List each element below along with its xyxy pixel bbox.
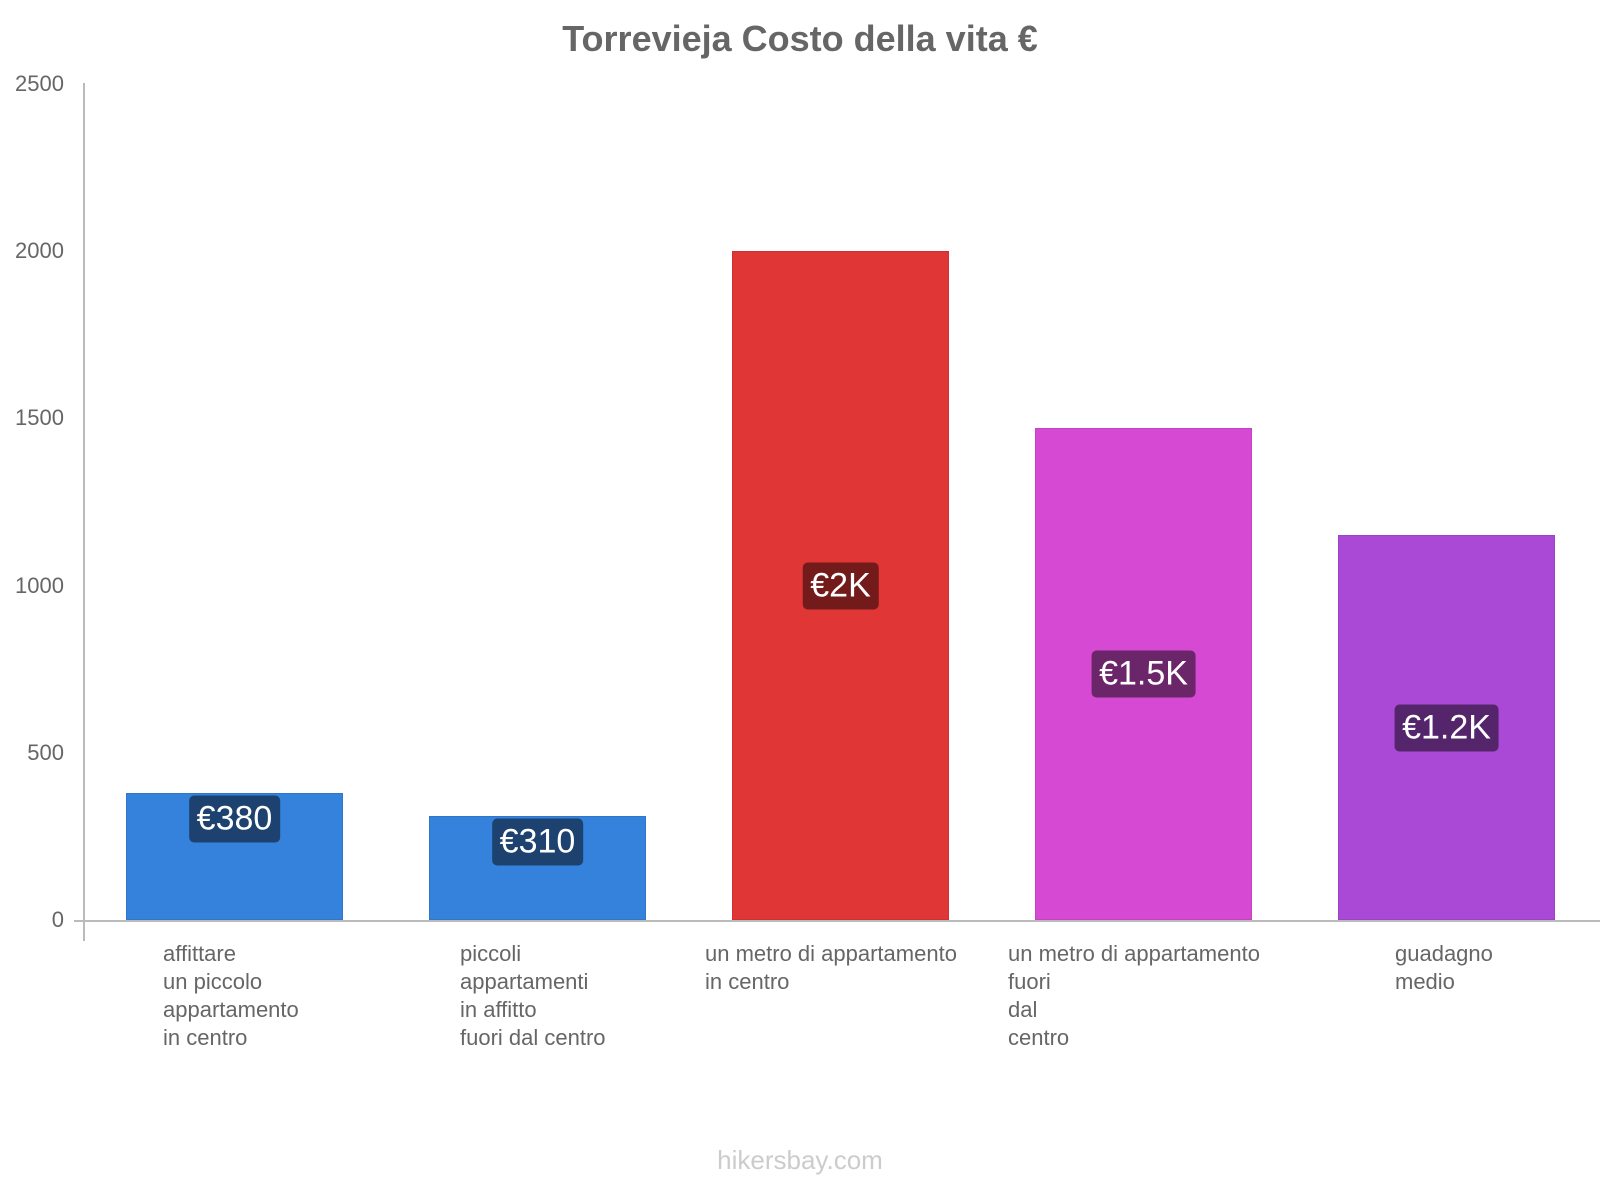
y-tick-0: 0 <box>51 907 64 932</box>
bar-value-label: €1.5K <box>1091 650 1196 698</box>
bar-value-label: €310 <box>491 818 584 866</box>
y-tick-2500: 2500 <box>15 71 64 96</box>
x-label-rent-centre: affittare un piccolo appartamento in cen… <box>163 941 299 1050</box>
bar-value-label: €1.2K <box>1394 704 1499 752</box>
y-tick-mark-0 <box>74 920 83 922</box>
y-axis-line <box>83 83 85 941</box>
x-label-sqm-outside: un metro di appartamento fuori dal centr… <box>1008 941 1260 1050</box>
x-axis-line <box>74 920 1600 922</box>
chart-title: Torrevieja Costo della vita € <box>562 18 1038 59</box>
watermark: hikersbay.com <box>717 1145 883 1175</box>
x-label-avg-salary: guadagno medio <box>1395 941 1493 994</box>
x-label-sqm-centre: un metro di appartamento in centro <box>705 941 957 994</box>
x-label-rent-outside: piccoli appartamenti in affitto fuori da… <box>460 941 606 1050</box>
y-tick-500: 500 <box>27 740 64 765</box>
bar-value-label: €2K <box>802 562 879 610</box>
bar-value-label: €380 <box>188 795 281 843</box>
y-tick-2000: 2000 <box>15 238 64 263</box>
y-tick-1500: 1500 <box>15 405 64 430</box>
y-tick-1000: 1000 <box>15 573 64 598</box>
